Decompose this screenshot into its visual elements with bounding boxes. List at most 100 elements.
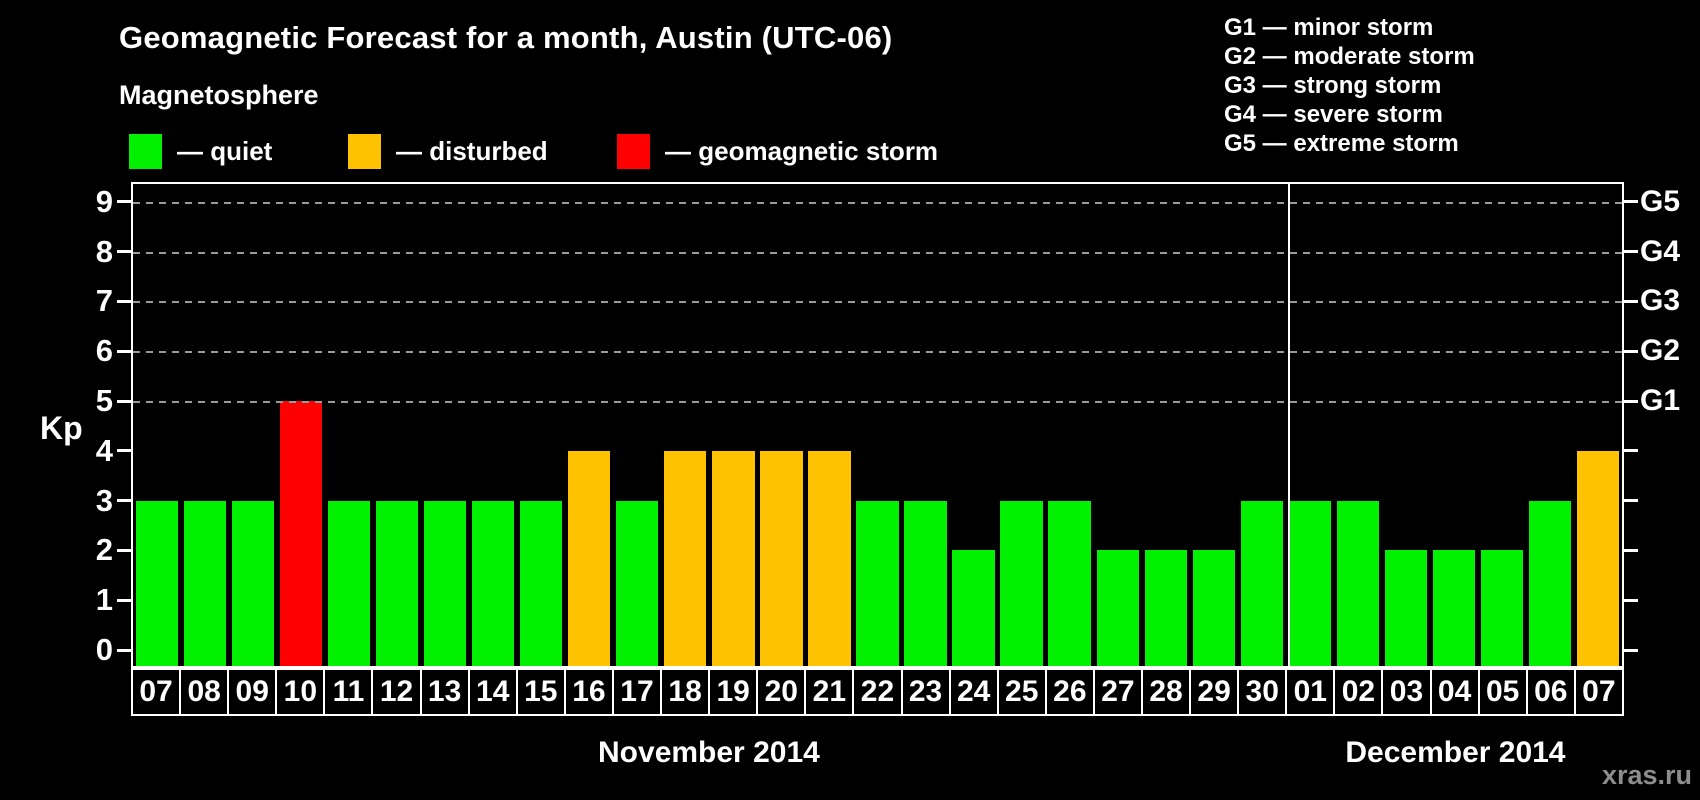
bar-13 xyxy=(424,500,467,666)
date-cell: 22 xyxy=(854,670,903,714)
left-tick-7 xyxy=(117,299,131,303)
date-cell: 16 xyxy=(566,670,614,714)
date-cell: 03 xyxy=(1383,670,1432,714)
left-tick-1 xyxy=(117,598,131,602)
bar-slot xyxy=(757,184,805,666)
date-cell: 24 xyxy=(951,670,999,714)
left-tick-5 xyxy=(117,399,131,403)
magnetosphere-legend: — quiet — disturbed — geomagnetic storm xyxy=(0,133,1100,171)
y-tick-label-6: 6 xyxy=(95,333,113,369)
date-cell: 14 xyxy=(470,670,518,714)
chart-title: Geomagnetic Forecast for a month, Austin… xyxy=(119,20,893,55)
g-scale-legend-item: G5 — extreme storm xyxy=(1224,130,1459,157)
left-tick-2 xyxy=(117,548,131,552)
g-axis-label-G4: G4 xyxy=(1640,234,1681,268)
date-cell: 25 xyxy=(999,670,1047,714)
bar-01 xyxy=(1288,500,1331,666)
bar-slot xyxy=(613,184,661,666)
date-cell: 07 xyxy=(133,670,182,714)
bar-slot xyxy=(277,184,325,666)
bar-07 xyxy=(1576,450,1620,666)
date-cell: 09 xyxy=(229,670,278,714)
gridline-kp8 xyxy=(133,251,1622,254)
date-cell: 20 xyxy=(758,670,807,714)
bar-slot xyxy=(1430,184,1478,666)
bar-27 xyxy=(1096,550,1139,666)
bar-08 xyxy=(183,500,227,666)
bar-slot xyxy=(565,184,613,666)
left-tick-8 xyxy=(117,250,131,254)
bar-23 xyxy=(904,500,947,666)
gridline-kp7 xyxy=(133,301,1622,304)
left-tick-9 xyxy=(117,200,131,204)
bar-slot xyxy=(902,184,950,666)
legend-label: — geomagnetic storm xyxy=(665,135,939,166)
date-cell: 28 xyxy=(1143,670,1192,714)
date-cell: 30 xyxy=(1239,670,1288,714)
g-scale-legend-item: G1 — minor storm xyxy=(1224,14,1434,41)
bar-slot xyxy=(133,184,181,666)
quiet-swatch xyxy=(129,133,162,169)
month-separator-line xyxy=(1287,184,1290,666)
date-cell: 04 xyxy=(1432,670,1480,714)
bar-03 xyxy=(1384,550,1427,666)
plot-area xyxy=(117,182,1638,668)
bar-25 xyxy=(1000,500,1043,666)
month-label: December 2014 xyxy=(1345,736,1566,769)
g-scale-legend-item: G2 — moderate storm xyxy=(1224,43,1475,70)
left-tick-0 xyxy=(117,648,131,652)
bar-19 xyxy=(712,450,755,666)
bar-28 xyxy=(1144,550,1187,666)
bar-slot xyxy=(709,184,757,666)
y-tick-label-3: 3 xyxy=(95,482,113,518)
bar-slot xyxy=(1238,184,1286,666)
y-axis-title: Kp xyxy=(40,410,83,446)
y-tick-label-4: 4 xyxy=(95,432,113,468)
date-cell: 26 xyxy=(1047,670,1095,714)
bars-container xyxy=(133,184,1622,666)
left-tick-4 xyxy=(117,449,131,453)
date-cell: 01 xyxy=(1287,670,1336,714)
right-tick-2 xyxy=(1624,548,1638,552)
left-tick-6 xyxy=(117,349,131,353)
bar-07 xyxy=(135,500,179,666)
date-cell: 27 xyxy=(1095,670,1143,714)
y-tick-label-5: 5 xyxy=(95,383,113,418)
bar-02 xyxy=(1336,500,1379,666)
right-tick-1 xyxy=(1624,598,1638,602)
bar-26 xyxy=(1048,500,1091,666)
g-axis-label-G3: G3 xyxy=(1640,284,1681,318)
legend-item-quiet: — quiet xyxy=(129,133,272,169)
disturbed-swatch xyxy=(348,133,381,169)
date-cell: 23 xyxy=(903,670,951,714)
bar-05 xyxy=(1480,550,1524,666)
bar-14 xyxy=(472,500,515,666)
date-cell: 02 xyxy=(1335,670,1384,714)
bar-slot xyxy=(661,184,709,666)
gridline-kp9 xyxy=(133,201,1622,204)
g-axis-label-G2: G2 xyxy=(1640,334,1681,368)
y-tick-label-0: 0 xyxy=(95,632,113,667)
bar-21 xyxy=(808,450,851,666)
right-tick-8 xyxy=(1624,250,1638,254)
bar-slot xyxy=(805,184,853,666)
y-tick-label-9: 9 xyxy=(95,183,113,219)
right-tick-5 xyxy=(1624,399,1638,403)
g-scale-legend: G1 — minor storm G2 — moderate storm G3 — … xyxy=(1224,13,1475,158)
bar-slot xyxy=(517,184,565,666)
legend-item-storm: — geomagnetic storm xyxy=(617,133,938,169)
bar-slot xyxy=(1478,184,1526,666)
bar-16 xyxy=(568,450,611,666)
bar-09 xyxy=(231,500,275,666)
bar-12 xyxy=(376,500,419,666)
bar-24 xyxy=(952,550,995,666)
date-cell: 10 xyxy=(277,670,326,714)
bar-slot xyxy=(1190,184,1238,666)
bar-slot xyxy=(1526,184,1574,666)
y-tick-label-2: 2 xyxy=(95,532,113,568)
bar-slot xyxy=(469,184,517,666)
bar-17 xyxy=(616,500,659,666)
month-label: November 2014 xyxy=(598,736,820,769)
g-scale-legend-item: G3 — strong storm xyxy=(1224,72,1442,99)
bar-slot xyxy=(998,184,1046,666)
